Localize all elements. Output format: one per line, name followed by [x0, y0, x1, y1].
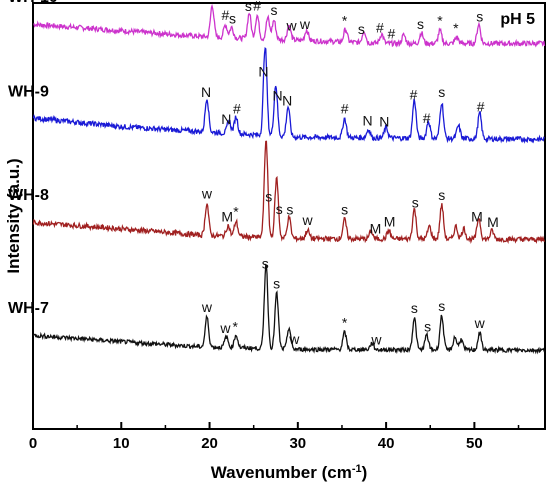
traces-layer: [32, 3, 546, 355]
peak-label: *: [342, 315, 348, 331]
peak-label: M: [384, 213, 396, 229]
peak-labels-layer: w#ss#sww*s##s**sNN#NNN#NN##s#wM*ssswsMMs…: [201, 0, 499, 347]
peak-label: #: [423, 110, 431, 126]
peak-label: #: [477, 98, 485, 114]
trace-wh-10: [33, 3, 546, 48]
peak-label: #: [233, 101, 241, 117]
peak-label: *: [437, 13, 443, 29]
peak-label: s: [438, 298, 445, 314]
peak-label: w: [370, 331, 382, 347]
x-axis-ticks: 0 10 20 30 40 50: [29, 422, 520, 452]
peak-label: s: [476, 9, 483, 25]
peak-label: #: [341, 100, 349, 116]
peak-label: N: [282, 92, 292, 108]
peak-label: w: [201, 299, 213, 315]
peak-label: s: [412, 195, 419, 211]
peak-label: w: [201, 185, 213, 201]
peak-label: s: [262, 256, 269, 272]
x-axis-title-main: Wavenumber (cm: [211, 463, 352, 482]
peak-label: N: [221, 111, 231, 127]
peak-label: M: [370, 221, 382, 237]
x-tick-label: 40: [378, 435, 395, 452]
peak-label: N: [201, 84, 211, 100]
x-tick-label: 50: [466, 435, 483, 452]
peak-label: *: [232, 318, 238, 334]
peak-label: *: [453, 20, 459, 36]
ph-annotation: pH 5: [500, 11, 535, 28]
series-label-wh-10: WH-10: [8, 0, 58, 6]
peak-label: #: [410, 86, 418, 102]
peak-label: s: [358, 21, 365, 37]
trace-wh-9: [32, 47, 545, 144]
peak-label: w: [286, 17, 298, 33]
peak-label: #: [388, 26, 396, 42]
peak-label: w: [299, 16, 311, 32]
peak-label: s: [417, 16, 424, 32]
peak-label: *: [233, 204, 239, 220]
peak-label: M: [221, 209, 233, 225]
peak-label: M: [471, 208, 483, 224]
peak-label: s: [341, 202, 348, 218]
peak-label: #: [253, 0, 261, 13]
peak-label: *: [342, 13, 348, 29]
trace-wh-7: [32, 263, 546, 355]
x-axis-title-end: ): [362, 463, 368, 482]
plot-frame: [32, 2, 546, 430]
peak-label: N: [379, 114, 389, 130]
peak-label: s: [286, 202, 293, 218]
peak-label: s: [438, 187, 445, 203]
x-tick-label: 10: [113, 435, 130, 452]
series-label-wh-9: WH-9: [8, 83, 49, 100]
peak-label: w: [474, 315, 486, 331]
peak-label: s: [411, 300, 418, 316]
peak-label: s: [276, 201, 283, 217]
series-labels-layer: WH-10 WH-9 WH-8 WH-7: [8, 0, 58, 317]
series-label-wh-8: WH-8: [8, 187, 49, 204]
x-axis-title: Wavenumber (cm-1): [211, 463, 368, 482]
peak-label: w: [288, 331, 300, 347]
peak-label: s: [424, 319, 431, 335]
peak-label: s: [438, 84, 445, 100]
peak-label: w: [206, 0, 218, 3]
peak-label: s: [271, 2, 278, 18]
y-axis-title: Intensity (a.u.): [4, 158, 23, 273]
peak-label: s: [229, 11, 236, 27]
peak-label: w: [219, 320, 231, 336]
peak-label: s: [265, 189, 272, 205]
peak-label: N: [258, 64, 268, 80]
x-axis-title-sup: -1: [352, 463, 362, 475]
peak-label: M: [487, 214, 499, 230]
x-tick-label: 30: [289, 435, 306, 452]
peak-label: N: [363, 112, 373, 128]
x-tick-label: 20: [201, 435, 218, 452]
peak-label: #: [222, 7, 230, 23]
peak-label: N: [272, 87, 282, 103]
peak-label: #: [376, 20, 384, 36]
series-label-wh-7: WH-7: [8, 300, 49, 317]
peak-label: w: [301, 212, 313, 228]
x-tick-label: 0: [29, 435, 37, 452]
trace-wh-8: [32, 140, 546, 245]
peak-label: s: [273, 275, 280, 291]
peak-label: s: [245, 0, 252, 14]
